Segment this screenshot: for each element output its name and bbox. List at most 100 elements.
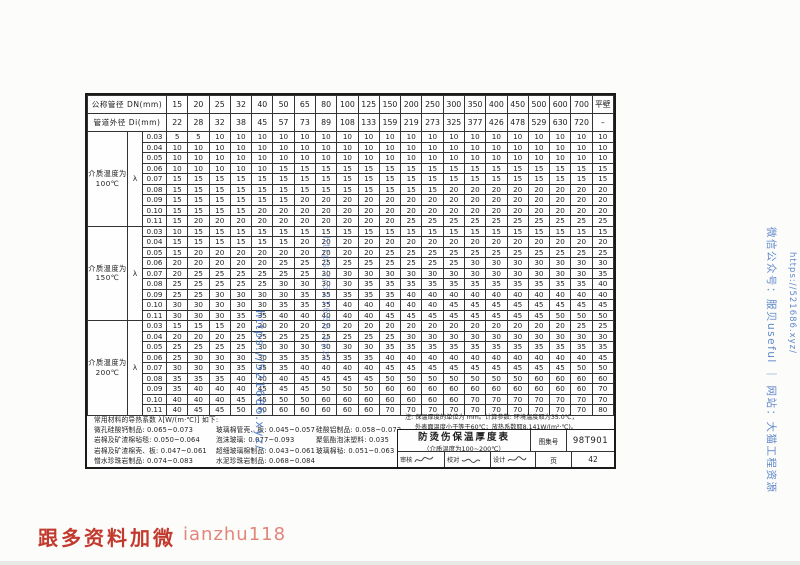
thickness-cell: 20 — [229, 257, 253, 269]
thickness-cell: 25 — [357, 330, 380, 342]
thickness-cell: 10 — [400, 152, 423, 164]
thickness-cell: 20 — [506, 204, 529, 216]
thickness-cell: 15 — [549, 225, 572, 237]
thickness-cell: 15 — [229, 204, 253, 216]
thickness-cell: 35 — [293, 288, 316, 300]
thickness-cell: 35 — [527, 278, 551, 290]
thickness-cell: 20 — [378, 236, 402, 248]
watermark-url-right: https://521686.xyz/ — [787, 252, 797, 355]
thickness-cell: 40 — [378, 351, 402, 363]
thickness-cell: 15 — [506, 225, 529, 237]
thickness-cell: 20 — [293, 204, 316, 216]
thickness-cell: 30 — [272, 288, 295, 300]
thickness-cell: 30 — [485, 267, 508, 279]
lambda-value: 0.03 — [141, 320, 168, 332]
thickness-cell: 40 — [591, 278, 615, 290]
thickness-cell: 20 — [251, 257, 274, 269]
thickness-row: 0.05 10 10 10 10 10 10 10 10 10 10 10 10 10 10 10 10 10 10… — [88, 152, 615, 164]
thickness-cell: 70 — [485, 393, 508, 405]
calculation-note: 注: 保温厚度的单位为 mm。计算参数: 环境温度取为35.0℃； 外表面温度小… — [405, 413, 613, 432]
thickness-cell: 30 — [166, 309, 189, 321]
thickness-cell: 60 — [336, 393, 359, 405]
thickness-cell: 20 — [442, 320, 465, 332]
thickness-cell: 15 — [251, 183, 274, 195]
thickness-cell: 25 — [357, 257, 380, 269]
thickness-cell: 20 — [570, 183, 593, 195]
thickness-cell: 25 — [314, 330, 338, 342]
thickness-cell: 40 — [208, 383, 231, 395]
thickness-cell: 20 — [527, 320, 551, 332]
thickness-cell: 35 — [357, 288, 380, 300]
thickness-cell: 15 — [336, 225, 359, 237]
dn-column-header: 25 — [208, 95, 231, 114]
thickness-cell: 40 — [421, 299, 444, 311]
dn-column-header: 500 — [527, 95, 551, 114]
thickness-cell: 50 — [591, 362, 615, 374]
thickness-cell: 60 — [400, 393, 423, 405]
thickness-cell: 45 — [208, 404, 231, 416]
thickness-cell: 20 — [527, 236, 551, 248]
thickness-cell: 10 — [400, 131, 423, 143]
thickness-cell: 20 — [591, 194, 615, 206]
material-conductivity-notes: 常用材料的导热系数 λ[W/(m·℃)] 如下: 微孔硅酸钙制品: 0.065~… — [94, 415, 404, 466]
thickness-cell: 40 — [187, 393, 210, 405]
thickness-cell: 20 — [229, 215, 253, 227]
thickness-cell: 20 — [357, 215, 380, 227]
thickness-cell: 45 — [293, 383, 316, 395]
thickness-cell: 10 — [166, 225, 189, 237]
lambda-value: 0.08 — [141, 278, 168, 290]
thickness-cell: 70 — [506, 393, 529, 405]
thickness-cell: 25 — [527, 215, 551, 227]
thickness-cell: 10 — [570, 152, 593, 164]
thickness-cell: 20 — [251, 320, 274, 332]
thickness-cell: 20 — [293, 215, 316, 227]
thickness-cell: 15 — [272, 183, 295, 195]
thickness-cell: 10 — [229, 152, 253, 164]
thickness-cell: 10 — [272, 141, 295, 153]
insulation-table-body: 公称管径 DN(mm) 15 20 25 32 40 50 65 80 100 125 150 200 2… — [86, 95, 615, 416]
thickness-cell: 5 — [166, 131, 189, 143]
thickness-cell: 15 — [293, 173, 316, 185]
thickness-cell: 30 — [293, 278, 316, 290]
header-row-di: 管道外径 Di(mm) 22 28 32 38 45 57 73 89 108 133 159 219 2… — [86, 113, 615, 132]
thickness-cell: 35 — [229, 309, 253, 321]
lambda-symbol: λ — [127, 320, 143, 416]
thickness-cell: 30 — [421, 330, 444, 342]
thickness-cell: 20 — [570, 236, 593, 248]
thickness-cell: 40 — [400, 299, 423, 311]
thickness-cell: 15 — [272, 162, 295, 174]
thickness-cell: 10 — [442, 131, 465, 143]
thickness-cell: 70 — [463, 393, 487, 405]
thickness-cell: 20 — [229, 320, 253, 332]
thickness-cell: 20 — [187, 246, 210, 258]
thickness-cell: 25 — [166, 288, 189, 300]
note-item: 玻璃棉管壳、板: 0.045~0.057 — [216, 426, 316, 435]
dn-header-label: 公称管径 DN(mm) — [86, 95, 168, 114]
thickness-cell: 15 — [208, 173, 231, 185]
signature-scribble-icon — [461, 458, 481, 463]
thickness-cell: 20 — [314, 236, 338, 248]
thickness-cell: 20 — [442, 204, 465, 216]
thickness-cell: 20 — [400, 194, 423, 206]
thickness-cell: 20 — [400, 236, 423, 248]
thickness-cell: 25 — [293, 330, 316, 342]
thickness-cell: 15 — [591, 225, 615, 237]
thickness-cell: 10 — [357, 131, 380, 143]
thickness-cell: 15 — [463, 162, 487, 174]
thickness-cell: 10 — [591, 141, 615, 153]
thickness-cell: 25 — [591, 246, 615, 258]
thickness-cell: 60 — [591, 372, 615, 384]
thickness-cell: 20 — [463, 204, 487, 216]
lambda-symbol: λ — [127, 225, 143, 321]
thickness-cell: 35 — [378, 288, 402, 300]
thickness-cell: 60 — [421, 393, 444, 405]
thickness-cell: 50 — [357, 383, 380, 395]
thickness-cell: 30 — [442, 267, 465, 279]
thickness-cell: 35 — [293, 351, 316, 363]
thickness-cell: 15 — [293, 162, 316, 174]
thickness-cell: 20 — [591, 183, 615, 195]
thickness-cell: 60 — [314, 404, 338, 416]
thickness-cell: 15 — [527, 162, 551, 174]
thickness-cell: 15 — [336, 173, 359, 185]
